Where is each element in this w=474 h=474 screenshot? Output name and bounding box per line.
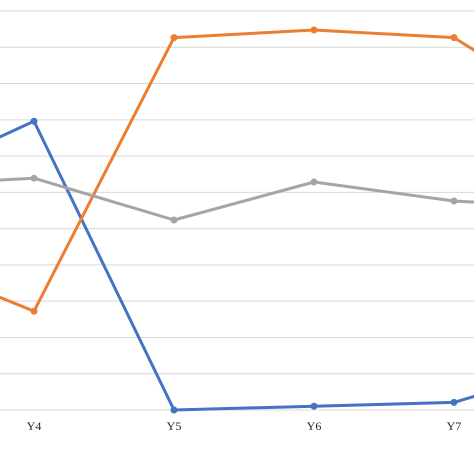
series-2 (0, 26, 474, 315)
data-point (450, 398, 458, 406)
data-point (310, 402, 318, 410)
x-tick-label: Y4 (27, 419, 42, 433)
data-point (170, 406, 178, 414)
data-point (30, 117, 38, 125)
series-line (0, 176, 474, 222)
x-tick-label: Y7 (447, 419, 462, 433)
data-point (170, 216, 178, 224)
data-point (30, 174, 38, 182)
data-point (450, 197, 458, 205)
series-3 (0, 174, 474, 224)
data-point (30, 307, 38, 315)
series-layer (0, 26, 474, 414)
x-axis-ticks: Y4 Y5 Y6 Y7 (27, 419, 462, 433)
data-point (310, 178, 318, 186)
series-1 (0, 117, 474, 414)
series-line (0, 119, 474, 412)
data-point (310, 26, 318, 34)
x-tick-label: Y6 (307, 419, 322, 433)
series-line (0, 28, 474, 313)
gridlines (0, 10, 474, 411)
data-point (170, 34, 178, 42)
x-tick-label: Y5 (167, 419, 182, 433)
data-point (450, 34, 458, 42)
